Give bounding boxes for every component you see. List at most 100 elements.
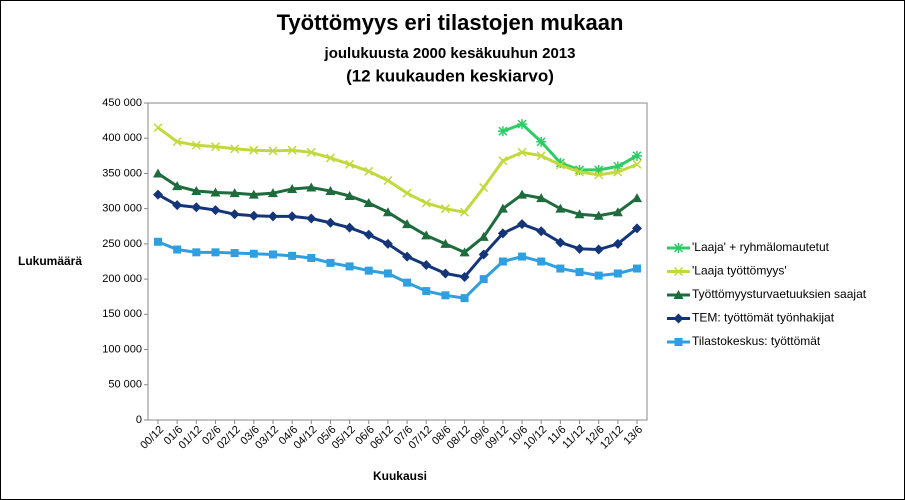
point-marker xyxy=(574,164,585,175)
point-marker xyxy=(287,145,297,155)
point-marker xyxy=(478,231,489,241)
point-marker xyxy=(441,291,450,300)
point-marker xyxy=(267,211,278,222)
point-marker xyxy=(230,249,239,258)
point-marker xyxy=(268,250,277,259)
point-marker xyxy=(306,182,317,192)
chart-subtitle: (12 kuukauden keskiarvo) xyxy=(346,66,554,85)
y-tick-label: 200 000 xyxy=(102,273,142,285)
point-marker xyxy=(306,213,317,224)
point-marker xyxy=(154,237,162,246)
chart-title: Työttömyys eri tilastojen mukaan xyxy=(277,10,624,35)
point-marker xyxy=(230,144,240,154)
point-marker xyxy=(460,207,470,217)
point-marker xyxy=(575,268,584,277)
legend-label: 'Laaja' + ryhmälomautetut xyxy=(692,240,830,254)
point-marker xyxy=(459,247,470,257)
point-marker xyxy=(497,203,508,213)
series-line xyxy=(157,172,638,255)
point-marker xyxy=(632,150,642,161)
legend-label: Työttömyysturvaetuuksien saajat xyxy=(692,287,867,301)
point-marker xyxy=(325,153,335,163)
point-marker xyxy=(459,271,470,282)
point-marker xyxy=(422,287,431,296)
point-marker xyxy=(345,262,354,271)
point-marker xyxy=(153,168,163,178)
point-marker xyxy=(191,140,201,150)
point-marker xyxy=(440,204,450,214)
point-marker xyxy=(402,188,412,198)
point-marker xyxy=(307,253,316,262)
point-marker xyxy=(421,198,431,208)
point-marker xyxy=(153,123,163,133)
legend-label: TEM: työttömät työnhakijat xyxy=(692,311,835,325)
point-marker xyxy=(191,186,202,196)
point-marker xyxy=(633,264,641,273)
point-marker xyxy=(403,278,412,287)
chart-subtitle: joulukuusta 2000 kesäkuuhun 2013 xyxy=(324,45,576,62)
legend-marker xyxy=(674,338,683,346)
y-tick-label: 450 000 xyxy=(102,97,142,109)
point-marker xyxy=(267,188,278,198)
point-marker xyxy=(517,189,528,199)
y-tick-label: 350 000 xyxy=(102,167,142,179)
point-marker xyxy=(593,244,604,255)
point-marker xyxy=(192,248,201,257)
point-marker xyxy=(248,210,259,221)
y-axis-label: Lukumäärä xyxy=(18,254,82,268)
point-marker xyxy=(497,126,508,137)
point-marker xyxy=(537,257,546,266)
point-marker xyxy=(518,252,527,261)
point-marker xyxy=(268,146,278,156)
y-tick-label: 100 000 xyxy=(102,343,142,355)
point-marker xyxy=(402,251,413,262)
point-marker xyxy=(536,226,547,237)
point-marker xyxy=(594,271,603,280)
point-marker xyxy=(517,219,528,230)
point-marker xyxy=(363,198,374,208)
point-marker xyxy=(421,260,432,271)
point-marker xyxy=(555,157,566,168)
point-marker xyxy=(287,183,298,193)
point-marker xyxy=(421,230,432,240)
y-tick-label: 250 000 xyxy=(102,238,142,250)
point-marker xyxy=(325,186,336,196)
point-marker xyxy=(382,238,393,249)
y-tick-label: 300 000 xyxy=(102,203,142,215)
point-marker xyxy=(498,257,507,266)
point-marker xyxy=(229,188,240,198)
point-marker xyxy=(383,175,393,186)
legend-marker xyxy=(673,266,684,277)
point-marker xyxy=(344,222,355,233)
point-marker xyxy=(325,217,336,228)
point-marker xyxy=(555,203,566,213)
legend-marker xyxy=(673,290,684,299)
point-marker xyxy=(555,237,566,248)
point-marker xyxy=(612,207,623,217)
point-marker xyxy=(478,249,489,260)
y-tick-label: 50 000 xyxy=(108,379,142,391)
point-marker xyxy=(191,202,202,213)
point-marker xyxy=(498,156,508,166)
point-marker xyxy=(517,119,528,130)
y-tick-label: 0 xyxy=(136,414,142,426)
point-marker xyxy=(287,211,298,222)
point-marker xyxy=(555,160,565,170)
point-marker xyxy=(172,200,183,211)
point-marker xyxy=(363,229,374,240)
point-marker xyxy=(536,151,546,161)
point-marker xyxy=(517,147,527,157)
point-marker xyxy=(364,266,373,275)
legend-label: Tilastokeskus: työttömät xyxy=(692,334,821,348)
point-marker xyxy=(364,166,374,176)
point-marker xyxy=(173,245,182,254)
point-marker xyxy=(382,207,393,217)
point-marker xyxy=(632,223,642,234)
point-marker xyxy=(594,170,604,180)
legend-marker xyxy=(673,313,684,324)
point-marker xyxy=(574,167,585,177)
point-marker xyxy=(172,137,182,147)
series-line xyxy=(157,126,638,214)
point-marker xyxy=(556,264,565,273)
